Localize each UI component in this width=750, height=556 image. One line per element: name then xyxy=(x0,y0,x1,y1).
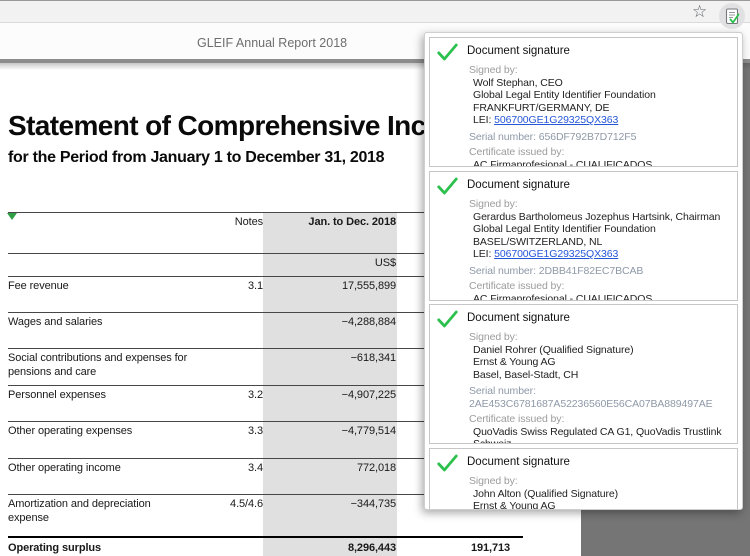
row-value: −4,288,884 xyxy=(341,316,396,328)
signed-by-label: Signed by: xyxy=(469,64,518,76)
statement-title: Statement of Comprehensive Income xyxy=(8,110,482,141)
signature-entry: Document signature Signed by: John Alton… xyxy=(429,448,738,510)
bookmark-star-icon[interactable]: ☆ xyxy=(692,2,708,21)
table-row: Wages and salaries −4,288,884 xyxy=(8,312,523,348)
row-value: 17,555,899 xyxy=(341,280,396,292)
signature-panel: Document signature Signed by: Wolf Steph… xyxy=(424,32,743,510)
toolbar-shadow-fade xyxy=(0,63,750,70)
toolbar-shadow xyxy=(0,59,750,63)
serial-label: Serial number: xyxy=(469,130,536,143)
row-label: Wages and salaries xyxy=(8,316,103,328)
signature-entry: Document signature Signed by: Wolf Steph… xyxy=(429,37,738,167)
lei-line: LEI: 506700GE1G29325QX363 xyxy=(469,114,729,127)
signer-line: Daniel Rohrer (Qualified Signature) xyxy=(473,343,634,356)
row-value: −4,779,514 xyxy=(341,425,396,437)
signer-line: Ernst & Young AG xyxy=(473,356,556,368)
certificate-issuer-label: Certificate issued by: xyxy=(469,413,565,425)
annotation-marker-icon[interactable] xyxy=(7,213,17,220)
row-value: −618,341 xyxy=(350,352,396,364)
signed-by-label: Signed by: xyxy=(469,331,518,343)
signature-entry: Document signature Signed by: Gerardus B… xyxy=(429,171,738,301)
row-label: Social contributions and expenses for xyxy=(8,352,188,364)
serial-value: 2DBB41F82EC7BCAB xyxy=(538,264,644,277)
row-label-line2: expense xyxy=(8,512,49,524)
signer-line: Global Legal Entity Identifier Foundatio… xyxy=(473,89,656,101)
signer-line: John Alton (Qualified Signature) xyxy=(473,487,619,500)
row-note: 3.2 xyxy=(248,389,263,401)
signature-entry: Document signature Signed by: Daniel Roh… xyxy=(429,304,738,444)
lei-label: LEI: xyxy=(473,248,492,260)
row-label: Fee revenue xyxy=(8,280,69,292)
check-icon xyxy=(437,310,458,328)
row-label: Personnel expenses xyxy=(8,389,106,401)
serial-number-line: Serial number: 2AE453C6781687A52236560E5… xyxy=(469,385,729,410)
serial-label: Serial number: xyxy=(469,264,536,277)
signature-title: Document signature xyxy=(467,456,570,468)
certificate-line: AC Firmaprofesional - CUALIFICADOS, Firm… xyxy=(473,292,656,301)
signer-line: BASEL/SWITZERLAND, NL xyxy=(473,235,603,248)
certificate-issuer-label: Certificate issued by: xyxy=(469,146,565,158)
certificate-line: QuoVadis Swiss Regulated CA G1, QuoVadis… xyxy=(473,425,722,444)
certificate-line: AC Firmaprofesional - CUALIFICADOS, Firm… xyxy=(473,158,656,167)
serial-label: Serial number: xyxy=(469,385,536,397)
pdf-document-title: GLEIF Annual Report 2018 xyxy=(197,36,348,50)
lei-line: LEI: 506700GE1G29325QX363 xyxy=(469,248,729,261)
signature-title: Document signature xyxy=(467,45,570,57)
signed-by-label: Signed by: xyxy=(469,475,518,487)
lei-link[interactable]: 506700GE1G29325QX363 xyxy=(494,114,619,126)
serial-number-line: Serial number: 656DF792B7D712F5 xyxy=(469,131,729,144)
row-label: Other operating income xyxy=(8,462,121,474)
row-note: 4.5/4.6 xyxy=(230,498,263,510)
income-statement-table: Notes Jan. to Dec. 2018 US$ Fee revenue … xyxy=(8,212,523,556)
browser-toolbar: ☆ xyxy=(0,0,750,29)
check-icon xyxy=(437,177,458,195)
statement-subtitle: for the Period from January 1 to Decembe… xyxy=(8,149,385,166)
table-row: Amortization and depreciation expense 4.… xyxy=(8,494,523,536)
highlighted-period-column xyxy=(263,213,397,556)
row-label: Other operating expenses xyxy=(8,425,133,437)
serial-value: 2AE453C6781687A52236560E56CA07BA889497AE xyxy=(469,397,713,410)
signature-title: Document signature xyxy=(467,179,570,191)
row-label: Amortization and depreciation xyxy=(8,498,151,510)
row-note: 3.3 xyxy=(248,425,263,437)
row-note: 3.4 xyxy=(248,462,263,474)
table-row: Personnel expenses 3.2 −4,907,225 xyxy=(8,385,523,421)
signer-line: Global Legal Entity Identifier Foundatio… xyxy=(473,223,656,235)
currency-header-row: US$ xyxy=(8,253,523,276)
total-value-2017: 191,713 xyxy=(470,542,510,554)
row-note: 3.1 xyxy=(248,280,263,292)
signed-by-label: Signed by: xyxy=(469,198,518,210)
table-row: Fee revenue 3.1 17,555,899 xyxy=(8,276,523,312)
row-label-line2: pensions and care xyxy=(8,366,97,378)
signer-line: Ernst & Young AG xyxy=(473,500,556,510)
signer-line: Gerardus Bartholomeus Jozephus Hartsink,… xyxy=(473,210,721,223)
table-row: Other operating income 3.4 772,018 xyxy=(8,458,523,494)
signed-document-icon xyxy=(725,7,739,24)
row-value: −4,907,225 xyxy=(341,389,396,401)
serial-value: 656DF792B7D712F5 xyxy=(538,130,637,143)
table-row: Social contributions and expenses for pe… xyxy=(8,348,523,385)
period-column-header: Jan. to Dec. 2018 xyxy=(308,216,396,228)
table-header-row: Notes Jan. to Dec. 2018 xyxy=(8,212,523,253)
table-row: Other operating expenses 3.3 −4,779,514 xyxy=(8,421,523,458)
currency-label: US$ xyxy=(374,257,396,269)
serial-number-line: Serial number: 2DBB41F82EC7BCAB xyxy=(469,265,729,278)
check-icon xyxy=(437,43,458,61)
signer-line: Basel, Basel-Stadt, CH xyxy=(473,368,579,381)
signer-line: FRANKFURT/GERMANY, DE xyxy=(473,101,610,114)
signer-line: Wolf Stephan, CEO xyxy=(473,76,563,89)
row-value: −344,735 xyxy=(350,498,396,510)
total-label: Operating surplus xyxy=(8,542,102,554)
certificate-issuer-label: Certificate issued by: xyxy=(469,280,565,292)
signature-extension-button[interactable] xyxy=(719,3,745,29)
signature-title: Document signature xyxy=(467,312,570,324)
lei-link[interactable]: 506700GE1G29325QX363 xyxy=(494,248,619,260)
check-icon xyxy=(437,454,458,472)
total-value-2018: 8,296,443 xyxy=(347,542,396,554)
row-value: 772,018 xyxy=(356,462,396,474)
lei-label: LEI: xyxy=(473,114,492,126)
notes-column-header: Notes xyxy=(234,216,263,228)
operating-surplus-row: Operating surplus 8,296,443 191,713 xyxy=(8,536,523,556)
